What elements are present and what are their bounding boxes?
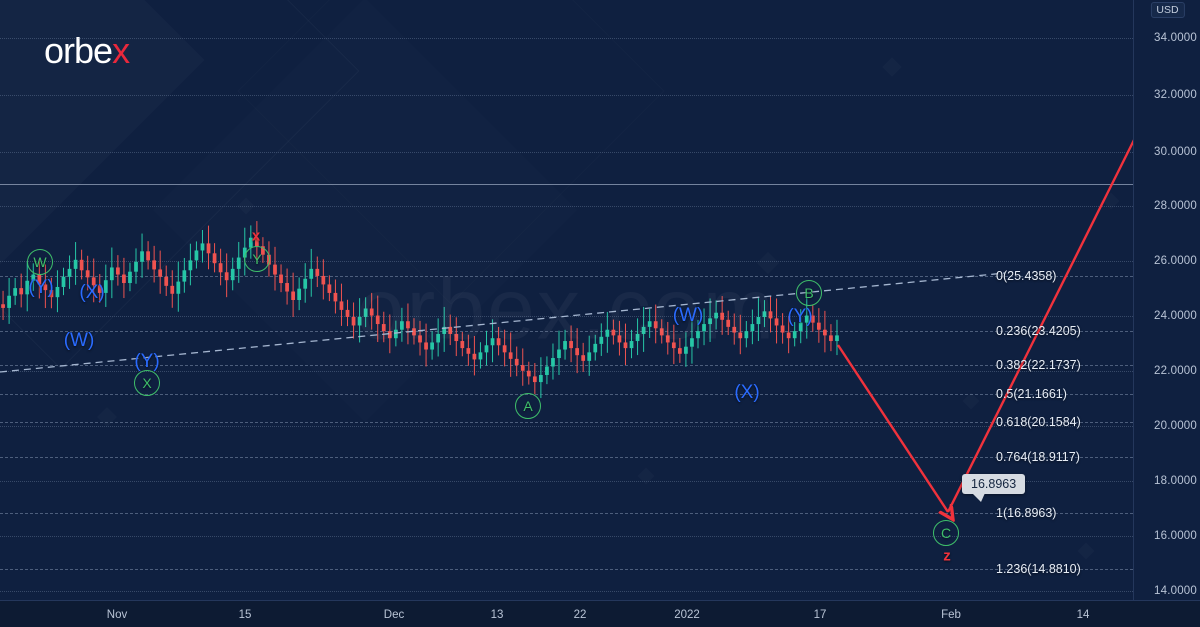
candlestick-series	[1, 221, 839, 399]
price-tick-32: 32.0000	[1154, 89, 1197, 101]
gridline	[0, 261, 1133, 262]
time-tick-17: 17	[813, 609, 827, 621]
price-tick-26: 26.0000	[1154, 255, 1197, 267]
fib-label-0.764: 0.764(18.9117)	[996, 450, 1080, 464]
time-tick-14: 14	[1076, 609, 1090, 621]
fib-line-0.236	[0, 331, 1133, 332]
fib-label-0.382: 0.382(22.1737)	[996, 358, 1081, 372]
gridline	[0, 371, 1133, 372]
logo-text: orbe	[44, 30, 113, 71]
fib-line-0.5	[0, 394, 1133, 395]
time-tick-22: 22	[573, 609, 587, 621]
time-tick-Dec: Dec	[383, 609, 405, 621]
wave-label-x: x	[251, 227, 261, 245]
fib-line-0.764	[0, 457, 1133, 458]
fib-label-1: 1(16.8963)	[996, 506, 1057, 520]
gridline	[0, 152, 1133, 153]
projection-arrows	[836, 139, 1133, 512]
time-tick-13: 13	[490, 609, 504, 621]
wave-label-W: W	[27, 249, 53, 275]
fib-line-0.382	[0, 365, 1133, 366]
wave-label-Y: Y	[244, 246, 270, 272]
price-tick-28: 28.0000	[1154, 200, 1197, 212]
price-axis[interactable]: USD 34.0000 32.0000 30.0000 28.0000 26.0000 2…	[1133, 0, 1200, 600]
price-tick-30: 30.0000	[1154, 146, 1197, 158]
price-tooltip: 16.8963	[962, 474, 1026, 502]
gridline	[0, 95, 1133, 96]
price-tick-18: 18.0000	[1154, 475, 1197, 487]
fib-label-0.618: 0.618(20.1584)	[996, 415, 1081, 429]
wave-label-B: B	[796, 280, 822, 306]
wave-label-Y: (Y)	[28, 277, 54, 298]
fib-line-0.618	[0, 422, 1133, 423]
wave-label-Y: (Y)	[134, 351, 160, 372]
wave-label-W: (W)	[63, 330, 95, 351]
wave-label-Y: (Y)	[787, 306, 813, 327]
gridline	[0, 591, 1133, 592]
fib-line-1	[0, 513, 1133, 514]
price-tick-34: 34.0000	[1154, 32, 1197, 44]
tooltip-value: 16.8963	[971, 477, 1017, 491]
gridline	[0, 536, 1133, 537]
orbex-logo: orbex	[44, 30, 130, 72]
wave-label-X: (X)	[734, 382, 760, 403]
gridline	[0, 206, 1133, 207]
time-tick-Nov: Nov	[106, 609, 128, 621]
logo-accent: x	[112, 30, 130, 71]
time-tick-15: 15	[238, 609, 252, 621]
chart-plot-area[interactable]: orbex.com 0(25.4358)0.236(23.4205)0.382(…	[0, 0, 1133, 600]
wave-label-W: (W)	[672, 305, 704, 326]
price-tick-24: 24.0000	[1154, 310, 1197, 322]
price-tick-16: 16.0000	[1154, 530, 1197, 542]
fib-line-1.236	[0, 569, 1133, 570]
wave-label-X: (X)	[79, 282, 105, 303]
gridline	[0, 426, 1133, 427]
time-tick-2022: 2022	[674, 609, 700, 621]
trendline	[0, 272, 1006, 373]
wave-label-X: X	[134, 370, 160, 396]
price-tick-20: 20.0000	[1154, 420, 1197, 432]
chart-vector-layer	[0, 139, 1133, 600]
wave-label-A: A	[515, 393, 541, 419]
gridline	[0, 38, 1133, 39]
time-tick-Feb: Feb	[941, 609, 961, 621]
currency-badge: USD	[1150, 2, 1185, 18]
fib-label-0: 0(25.4358)	[996, 269, 1057, 283]
wave-label-z: z	[943, 547, 951, 565]
reference-line	[0, 184, 1133, 185]
time-axis[interactable]: Nov 15 Dec 13 22 2022 17 Feb 14	[0, 600, 1200, 627]
wave-label-C: C	[933, 520, 959, 546]
fib-label-0.236: 0.236(23.4205)	[996, 324, 1081, 338]
fib-line-0	[0, 276, 1133, 277]
price-tick-14: 14.0000	[1154, 585, 1197, 597]
gridline	[0, 481, 1133, 482]
price-tick-22: 22.0000	[1154, 365, 1197, 377]
fib-label-0.5: 0.5(21.1661)	[996, 387, 1067, 401]
fib-label-1.236: 1.236(14.8810)	[996, 562, 1081, 576]
